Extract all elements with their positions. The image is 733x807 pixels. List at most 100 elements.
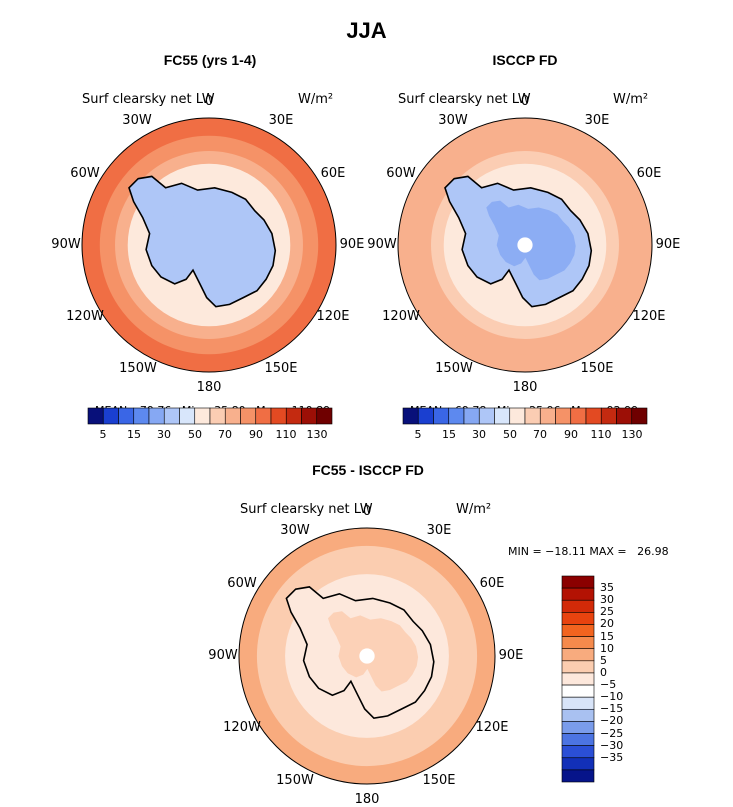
panel-3-colorbar-tick: 25 — [600, 605, 614, 618]
panel-1-lon-label: 60E — [320, 166, 346, 181]
panel-1-colorbar-cell — [87, 407, 104, 425]
panel-1-colorbar-tick: 30 — [157, 428, 171, 441]
panel-3-lon-label: 60E — [479, 576, 505, 591]
panel-1-colorbar-cell — [148, 407, 165, 425]
panel-2-lon-label: 180 — [512, 380, 538, 395]
panel-3-lon-label: 90E — [498, 648, 524, 663]
panel-1-lon-label: 180 — [196, 380, 222, 395]
panel-1-colorbar-tick: 50 — [188, 428, 202, 441]
panel-2-colorbar-cell — [555, 407, 572, 425]
panel-2-lon-label: 120E — [632, 309, 666, 324]
panel-1-lon-label: 60W — [70, 166, 100, 181]
panel-2-units: W/m² — [613, 92, 649, 107]
panel-3-lon-label: 30E — [426, 523, 452, 538]
panel-1-colorbar-cell — [301, 407, 318, 425]
panel-2-title: ISCCP FD — [492, 52, 558, 68]
panel-3-variable: Surf clearsky net LW — [240, 502, 373, 517]
panel-1-colorbar-tick: 90 — [249, 428, 263, 441]
panel-3-colorbar-tick: −35 — [600, 751, 624, 764]
panel-2-colorbar-cell — [417, 407, 434, 425]
panel-3-colorbar-cell — [561, 587, 595, 601]
chart-title: JJA — [346, 18, 387, 43]
panel-1-lon-label: 90W — [51, 237, 81, 252]
panel-2-lon-label: 120W — [382, 309, 420, 324]
panel-3-colorbar-tick: −30 — [600, 739, 624, 752]
panel-1-colorbar-tick: 15 — [127, 428, 141, 441]
panel-1-title: FC55 (yrs 1-4) — [163, 52, 257, 68]
panel-3-lon-label: 90W — [208, 648, 238, 663]
panel-1-colorbar-cell — [163, 407, 180, 425]
panel-1-lon-label: 150E — [264, 361, 298, 376]
panel-2-colorbar-cell — [570, 407, 587, 425]
panel-2-lon-label: 0 — [520, 94, 530, 109]
panel-3-min-max: MIN = −18.11 MAX = 26.98 — [508, 545, 669, 558]
panel-2-colorbar-tick: 30 — [472, 428, 486, 441]
panel-3-lon-label: 120E — [475, 720, 509, 735]
panel-1-colorbar-tick: 70 — [218, 428, 232, 441]
panel-3-colorbar-cell — [561, 672, 595, 686]
panel-3-colorbar-cell — [561, 745, 595, 759]
panel-1-colorbar-cell — [270, 407, 287, 425]
panel-3-colorbar-tick: −10 — [600, 690, 624, 703]
panel-1-colorbar-cell — [209, 407, 226, 425]
panel-1-colorbar-tick: 110 — [275, 428, 297, 441]
panel-3-colorbar-cell — [561, 575, 595, 589]
panel-2-colorbar-cell — [600, 407, 617, 425]
panel-3-lon-label: 180 — [354, 792, 380, 807]
panel-3-units: W/m² — [456, 502, 492, 517]
panel-2-map — [397, 117, 653, 373]
panel-1-colorbar-cell — [285, 407, 302, 425]
panel-2-colorbar-tick: 110 — [590, 428, 612, 441]
panel-1-boundary — [81, 117, 337, 373]
panel-3-colorbar-cell — [561, 733, 595, 746]
panel-1-units: W/m² — [298, 92, 334, 107]
panel-2-colorbar-tick: 90 — [564, 428, 578, 441]
panel-2-colorbar-tick: 5 — [414, 428, 422, 441]
panel-3-colorbar-tick: −5 — [600, 678, 617, 691]
panel-2-lon-label: 60E — [636, 166, 662, 181]
panel-2-pole-mask — [517, 237, 533, 253]
panel-3-colorbar-cell — [561, 708, 595, 722]
panel-1-lon-label: 120E — [316, 309, 350, 324]
panel-3-colorbar-tick: 10 — [600, 642, 614, 655]
panel-1-lon-label: 90E — [339, 237, 365, 252]
panel-3-colorbar-cell — [561, 660, 595, 674]
panel-3-colorbar-cell — [561, 769, 595, 783]
panel-2-lon-label: 30W — [438, 113, 468, 128]
panel-1-colorbar-cell — [133, 407, 150, 425]
panel-3-colorbar-cell — [561, 648, 595, 662]
panel-3-colorbar-cell — [561, 684, 595, 698]
panel-2-lon-label: 60W — [386, 166, 416, 181]
panel-1-lon-label: 30E — [268, 113, 294, 128]
panel-3-colorbar-tick: 30 — [600, 593, 614, 606]
panel-2-colorbar-cell — [509, 407, 526, 425]
panel-2-colorbar-cell — [478, 407, 495, 425]
panel-3-lon-label: 150E — [422, 773, 456, 788]
panel-2-lon-label: 30E — [584, 113, 610, 128]
panel-3-lon-label: 60W — [227, 576, 257, 591]
panel-1-lon-label: 150W — [119, 361, 157, 376]
panel-1-coastline — [128, 175, 277, 308]
panel-1-colorbar-cell — [240, 407, 257, 425]
panel-3-colorbar-tick: 20 — [600, 617, 614, 630]
panel-1-colorbar-cell — [194, 407, 211, 425]
panel-3-lon-label: 120W — [223, 720, 261, 735]
panel-1-map — [81, 117, 337, 373]
panel-2-colorbar-cell — [631, 407, 648, 425]
panel-2-lon-label: 150E — [580, 361, 614, 376]
panel-3-pole-mask — [359, 648, 375, 664]
panel-3-colorbar-tick: 0 — [600, 666, 607, 679]
panel-3-colorbar-tick: −25 — [600, 727, 624, 740]
panel-1-colorbar-tick: 130 — [306, 428, 328, 441]
panel-1-lon-label: 0 — [204, 94, 214, 109]
panel-1-colorbar-cell — [102, 407, 119, 425]
panel-3-lon-label: 150W — [276, 773, 314, 788]
panel-2-boundary — [397, 117, 653, 373]
panel-1-colorbar-cell — [224, 407, 241, 425]
panel-2-colorbar-cell — [585, 407, 602, 425]
panel-1-interior-field — [170, 200, 260, 281]
panel-3-colorbar-cell — [561, 636, 595, 650]
panel-2-colorbar-cell — [433, 407, 450, 425]
panel-2-colorbar-tick: 70 — [533, 428, 547, 441]
